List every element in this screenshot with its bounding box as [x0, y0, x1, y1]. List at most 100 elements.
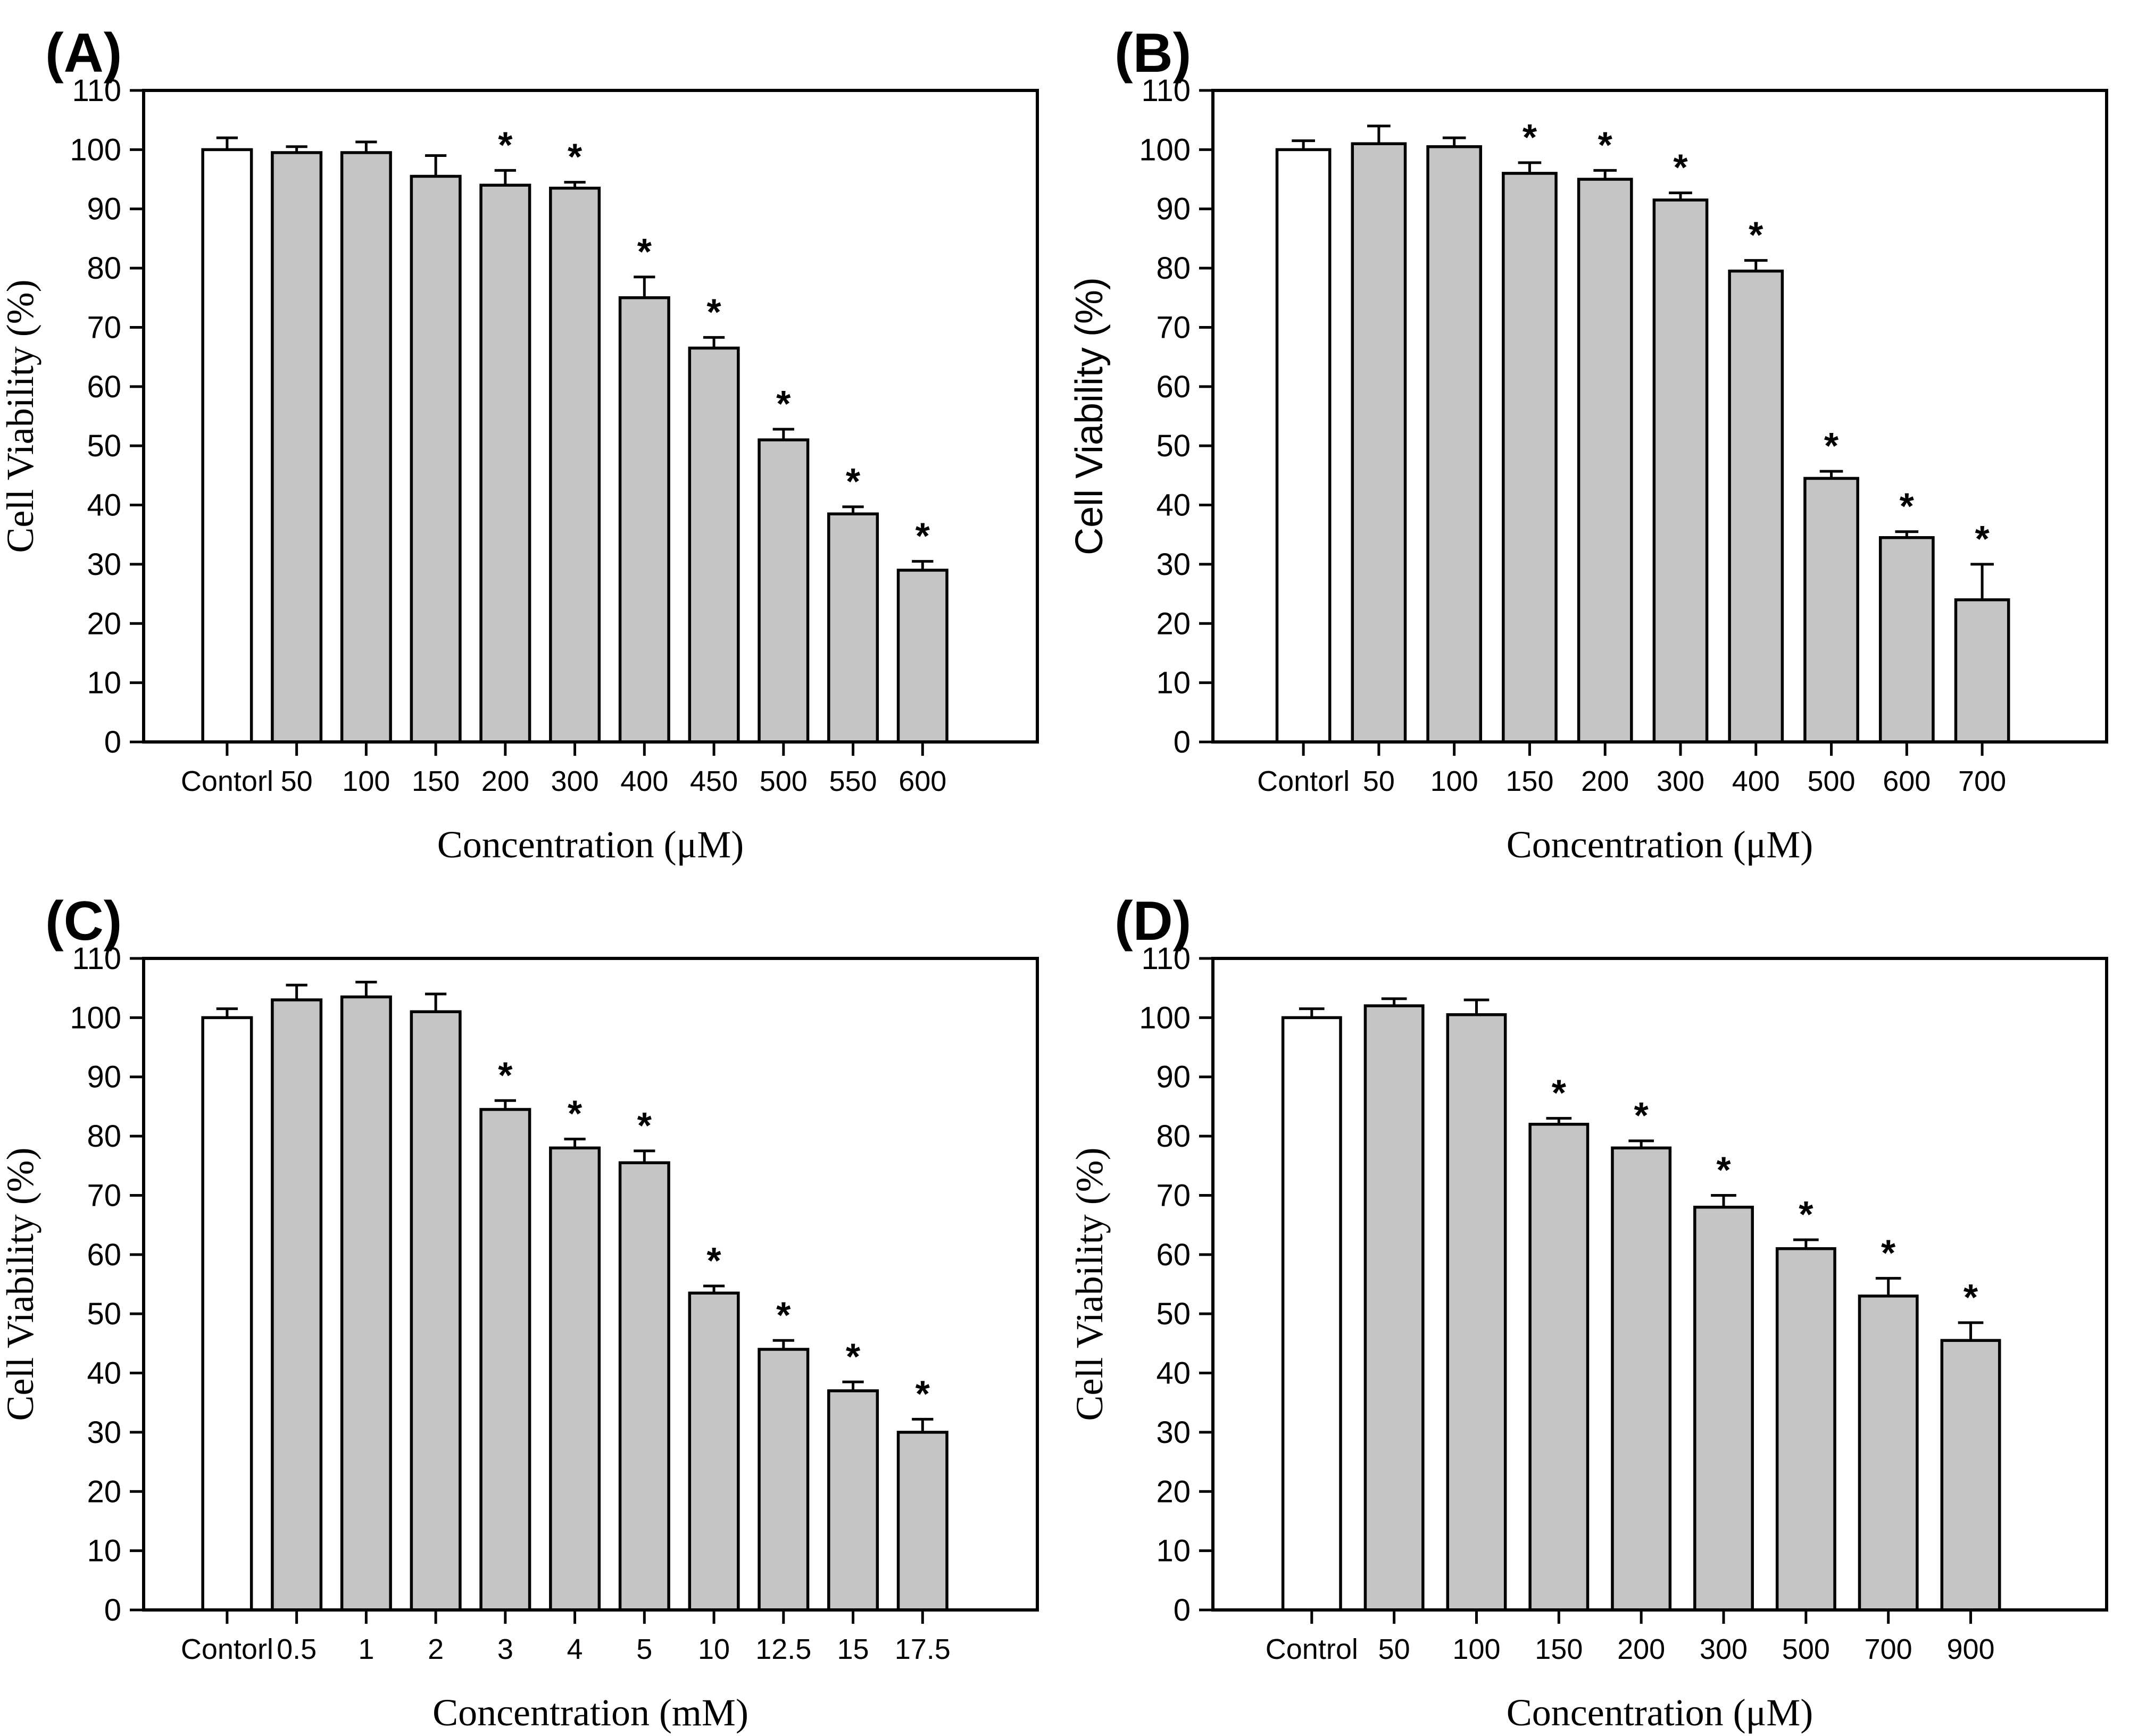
x-tick-label: 400 [1732, 765, 1780, 797]
x-tick-label: 150 [1505, 765, 1553, 797]
significance-asterisk: * [1975, 518, 1990, 560]
significance-asterisk: * [1523, 116, 1537, 158]
y-tick-label: 0 [1174, 725, 1191, 760]
y-tick-label: 80 [1156, 251, 1191, 286]
y-tick-label: 50 [87, 429, 121, 463]
bar-200 [479, 183, 531, 744]
bar-contorl [201, 148, 253, 744]
panel-letter: (D) [1114, 890, 1191, 952]
bar-50 [271, 151, 323, 744]
bar-400 [618, 296, 670, 744]
x-tick-label: 100 [1430, 765, 1478, 797]
x-tick-label: 600 [899, 765, 946, 797]
panel-d: (D) 0 10 20 30 40 50 60 70 80 90 100 110 Control 50 100… [1069, 868, 2138, 1736]
y-tick-label: 40 [1156, 488, 1191, 523]
significance-asterisk: * [1749, 214, 1763, 256]
x-tick-label: 200 [1617, 1633, 1665, 1665]
significance-asterisk: * [1634, 1095, 1649, 1136]
y-tick-label: 10 [87, 1534, 121, 1568]
bar-contorl [1275, 148, 1332, 744]
y-tick-label: 30 [1156, 547, 1191, 582]
bar-700 [1858, 1295, 1919, 1612]
y-tick-label: 100 [1139, 132, 1191, 167]
bar-900 [1940, 1339, 2001, 1612]
y-tick-label: 40 [87, 1356, 121, 1391]
x-tick-label: Control [1266, 1633, 1358, 1665]
x-tick-label: 550 [829, 765, 877, 797]
x-tick-label: Contorl [181, 765, 273, 797]
significance-asterisk: * [776, 383, 791, 424]
x-tick-label: 15 [837, 1633, 869, 1665]
x-tick-label: 300 [551, 765, 599, 797]
bar-2 [410, 1010, 462, 1612]
significance-asterisk: * [846, 461, 861, 502]
x-axis-title: Concentration (mM) [432, 1691, 748, 1734]
y-tick-label: 70 [1156, 1178, 1191, 1213]
significance-asterisk: * [1964, 1276, 1978, 1318]
x-tick-label: 700 [1865, 1633, 1912, 1665]
y-tick-label: 90 [87, 1060, 121, 1095]
bar-4 [549, 1146, 601, 1612]
bar-500 [1775, 1247, 1836, 1612]
plot-frame [142, 89, 1039, 744]
significance-asterisk: * [1552, 1072, 1567, 1114]
y-tick-label: 10 [1156, 1534, 1191, 1568]
y-tick-label: 90 [1156, 1060, 1191, 1095]
bar-3 [479, 1108, 531, 1612]
plot-frame [142, 957, 1039, 1612]
y-axis-title: Cell Viability (%) [0, 279, 41, 553]
y-tick-label: 80 [1156, 1119, 1191, 1154]
y-tick-label: 110 [1142, 941, 1191, 976]
bar-600 [896, 569, 949, 744]
bar-0.5 [271, 998, 323, 1612]
bar-400 [1728, 269, 1784, 744]
bar-100 [1426, 145, 1483, 744]
significance-asterisk: * [1900, 486, 1915, 527]
significance-asterisk: * [498, 1054, 513, 1096]
x-axis-title: Concentration (μM) [1507, 823, 1813, 866]
panel-letter: (C) [45, 890, 122, 952]
panel-letter: (A) [45, 22, 122, 84]
significance-asterisk: * [916, 1373, 930, 1414]
x-tick-label: Contorl [181, 1633, 273, 1665]
significance-asterisk: * [637, 1105, 652, 1146]
bar-200 [1611, 1146, 1672, 1612]
y-tick-label: 30 [1156, 1415, 1191, 1450]
y-tick-label: 60 [87, 370, 121, 404]
x-tick-label: 1 [358, 1633, 374, 1665]
significance-asterisk: * [776, 1294, 791, 1336]
x-tick-label: 0.5 [277, 1633, 317, 1665]
y-tick-label: 20 [1156, 606, 1191, 641]
x-axis-title: Concentration (μM) [1507, 1691, 1813, 1734]
y-tick-label: 70 [87, 1178, 121, 1213]
significance-asterisk: * [1598, 124, 1613, 165]
y-tick-label: 90 [87, 192, 121, 227]
bar-17.5 [896, 1431, 949, 1612]
y-tick-label: 110 [72, 73, 121, 108]
y-tick-label: 40 [1156, 1356, 1191, 1391]
bar-300 [549, 187, 601, 744]
x-tick-label: 600 [1883, 765, 1931, 797]
bar-contorl [201, 1016, 253, 1612]
y-tick-label: 110 [72, 941, 121, 976]
bar-10 [688, 1291, 740, 1612]
significance-asterisk: * [1673, 147, 1688, 188]
x-tick-label: 3 [497, 1633, 513, 1665]
y-tick-label: 50 [1156, 429, 1191, 463]
y-tick-label: 100 [70, 1000, 121, 1035]
bar-150 [410, 174, 462, 744]
bar-control [1281, 1016, 1342, 1612]
significance-asterisk: * [846, 1336, 861, 1377]
bar-12.5 [758, 1348, 810, 1612]
bar-550 [827, 512, 879, 744]
y-tick-label: 70 [87, 310, 121, 345]
x-tick-label: 17.5 [895, 1633, 951, 1665]
y-tick-label: 0 [104, 1593, 121, 1628]
significance-asterisk: * [1716, 1149, 1731, 1190]
y-tick-label: 30 [87, 1415, 121, 1450]
significance-asterisk: * [1881, 1232, 1896, 1273]
y-tick-label: 20 [87, 1474, 121, 1509]
bar-700 [1954, 598, 2010, 744]
